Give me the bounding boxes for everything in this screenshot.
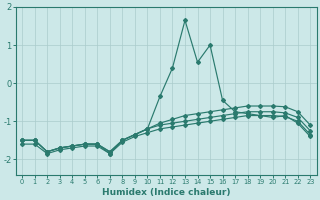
X-axis label: Humidex (Indice chaleur): Humidex (Indice chaleur) (102, 188, 230, 197)
